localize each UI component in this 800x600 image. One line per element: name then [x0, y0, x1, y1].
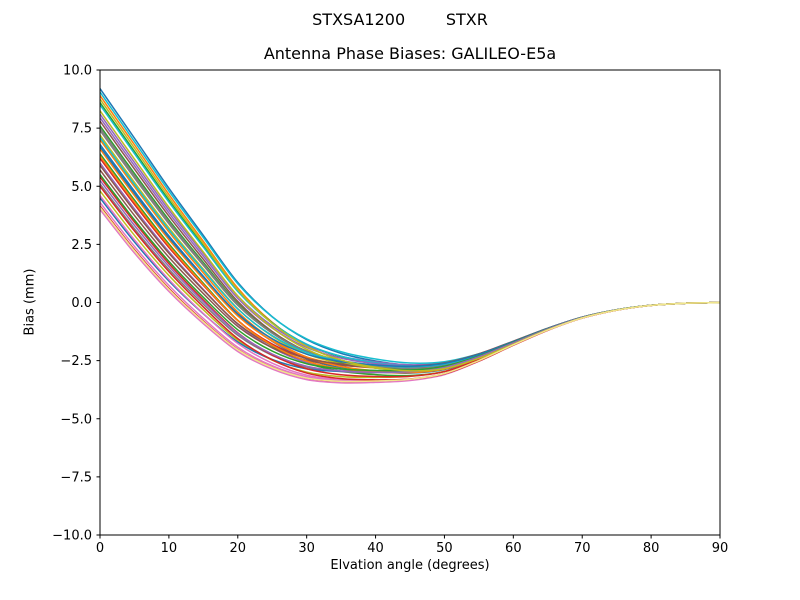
x-tick-label: 90: [712, 541, 729, 556]
x-tick-label: 30: [298, 541, 315, 556]
x-tick-label: 80: [643, 541, 660, 556]
series-line: [100, 116, 720, 368]
series-line: [100, 179, 720, 374]
series-line: [100, 127, 720, 370]
x-tick-label: 20: [230, 541, 247, 556]
series-line: [100, 120, 720, 372]
y-tick-label: −10.0: [52, 529, 92, 544]
chart-title: Antenna Phase Biases: GALILEO-E5a: [263, 44, 557, 63]
y-tick-label: 10.0: [63, 64, 92, 79]
series-line: [100, 169, 720, 369]
x-tick-label: 70: [574, 541, 591, 556]
y-tick-label: 0.0: [71, 296, 92, 311]
x-tick-label: 10: [161, 541, 178, 556]
x-tick-label: 50: [436, 541, 453, 556]
series-line: [100, 176, 720, 378]
axes-frame: [99, 69, 721, 536]
series-line: [100, 104, 720, 367]
y-tick-label: 2.5: [71, 238, 92, 253]
x-tick-label: 0: [96, 541, 104, 556]
y-tick-label: −2.5: [60, 354, 92, 369]
y-tick-label: −5.0: [60, 412, 92, 427]
x-tick-label: 60: [505, 541, 522, 556]
x-tick-label: 40: [367, 541, 384, 556]
x-axis-label: Elvation angle (degrees): [330, 558, 490, 573]
figure-suptitle: STXSA1200 STXR: [312, 10, 488, 29]
series-line: [100, 206, 720, 383]
series-line: [100, 98, 720, 372]
y-tick-label: 5.0: [71, 180, 92, 195]
y-tick-label: −7.5: [60, 470, 92, 485]
y-tick-label: 7.5: [71, 122, 92, 137]
